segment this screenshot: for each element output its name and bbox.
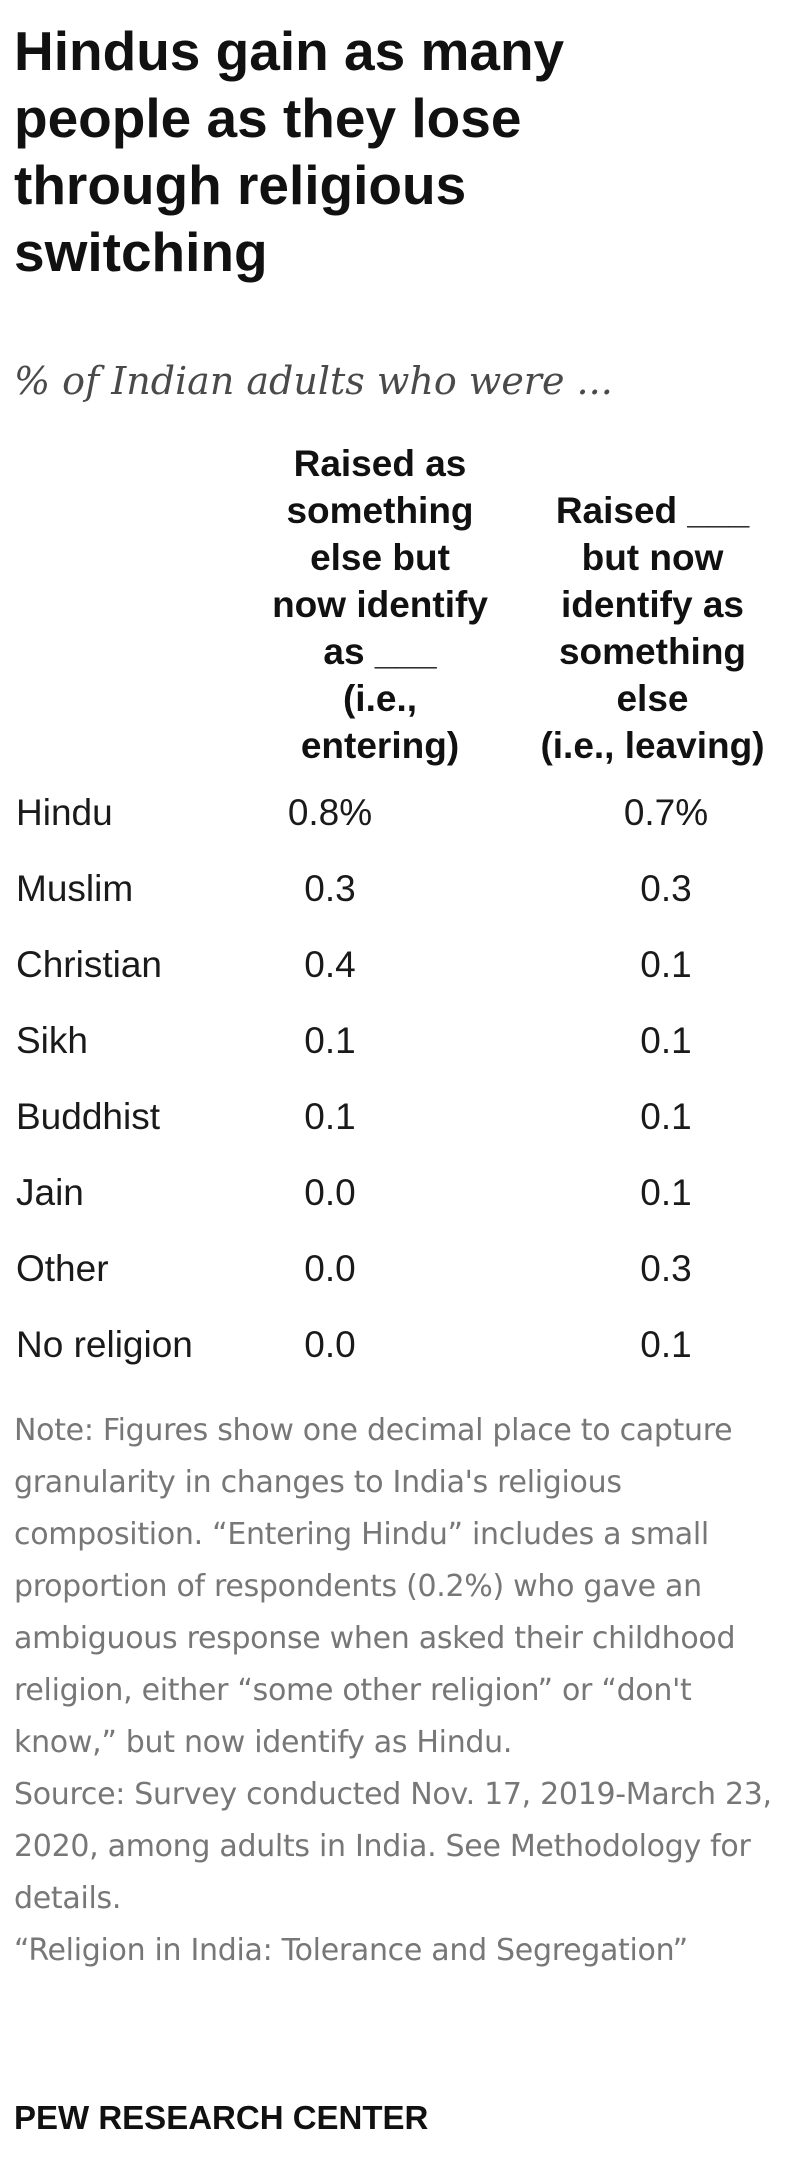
row-label: Hindu: [16, 792, 113, 833]
leaving-value: 0.1: [640, 1096, 692, 1137]
entering-value: 0.4: [304, 944, 356, 985]
note-text: Note: Figures show one decimal place to …: [14, 1413, 736, 1760]
entering-value: 0.0: [304, 1248, 356, 1289]
leaving-value: 0.3: [640, 1248, 692, 1289]
chart-subtitle: % of Indian adults who were ...: [14, 359, 613, 403]
row-label: Sikh: [16, 1020, 88, 1061]
notes-block: Note: Figures show one decimal place to …: [14, 1405, 784, 1977]
report-title: “Religion in India: Tolerance and Segreg…: [14, 1933, 688, 1968]
table-body: Hindu 0.8% 0.7% Muslim 0.3 0.3 Christian 0.4 0.1…: [0, 775, 800, 1383]
row-label: Muslim: [16, 868, 134, 909]
brand-logo-text: PEW RESEARCH CENTER: [14, 2099, 429, 2136]
entering-value: 0.0: [304, 1324, 356, 1365]
table-row: Buddhist 0.1 0.1: [0, 1079, 800, 1155]
table-row: Sikh 0.1 0.1: [0, 1003, 800, 1079]
row-label: No religion: [16, 1324, 193, 1365]
entering-value: 0.3: [304, 868, 356, 909]
chart-title: Hindus gain as many people as they lose …: [14, 20, 565, 283]
row-label: Jain: [16, 1172, 84, 1213]
row-label: Other: [16, 1248, 109, 1289]
entering-value: 0.1: [304, 1020, 356, 1061]
column-header-leaving: Raised ___ but now identify as something…: [540, 490, 765, 766]
table-row: Christian 0.4 0.1: [0, 927, 800, 1003]
table-row: Other 0.0 0.3: [0, 1231, 800, 1307]
leaving-value: 0.1: [640, 1324, 692, 1365]
table-row: Hindu 0.8% 0.7%: [0, 775, 800, 851]
source-text: Source: Survey conducted Nov. 17, 2019-M…: [14, 1777, 772, 1916]
row-label: Buddhist: [16, 1096, 160, 1137]
entering-value: 0.0: [304, 1172, 356, 1213]
column-header-entering: Raised as something else but now identif…: [272, 443, 488, 766]
table-row: Muslim 0.3 0.3: [0, 851, 800, 927]
leaving-value: 0.1: [640, 1172, 692, 1213]
row-label: Christian: [16, 944, 162, 985]
leaving-value: 0.1: [640, 1020, 692, 1061]
leaving-value: 0.1: [640, 944, 692, 985]
leaving-value: 0.3: [640, 868, 692, 909]
entering-value: 0.1: [304, 1096, 356, 1137]
leaving-value: 0.7%: [623, 792, 709, 833]
table-row: Jain 0.0 0.1: [0, 1155, 800, 1231]
entering-value: 0.8%: [287, 792, 373, 833]
table-row: No religion 0.0 0.1: [0, 1307, 800, 1383]
